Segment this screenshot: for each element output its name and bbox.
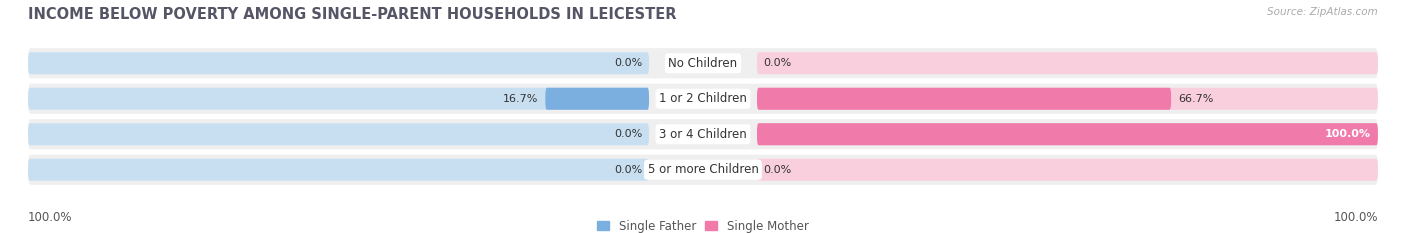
Text: 3 or 4 Children: 3 or 4 Children [659,128,747,141]
FancyBboxPatch shape [756,52,1378,74]
Text: 0.0%: 0.0% [763,58,792,68]
Legend: Single Father, Single Mother: Single Father, Single Mother [593,215,813,233]
FancyBboxPatch shape [28,52,650,74]
FancyBboxPatch shape [28,119,1378,149]
FancyBboxPatch shape [756,123,1378,145]
Text: 5 or more Children: 5 or more Children [648,163,758,176]
Text: 0.0%: 0.0% [614,129,643,139]
Text: 100.0%: 100.0% [1324,129,1371,139]
Text: 1 or 2 Children: 1 or 2 Children [659,92,747,105]
Text: 100.0%: 100.0% [28,211,73,224]
Text: 0.0%: 0.0% [614,58,643,68]
Text: 0.0%: 0.0% [763,165,792,175]
FancyBboxPatch shape [28,48,1378,78]
FancyBboxPatch shape [756,88,1171,110]
Text: Source: ZipAtlas.com: Source: ZipAtlas.com [1267,7,1378,17]
FancyBboxPatch shape [756,88,1378,110]
FancyBboxPatch shape [28,159,650,181]
FancyBboxPatch shape [28,123,650,145]
FancyBboxPatch shape [546,88,650,110]
Text: 0.0%: 0.0% [614,165,643,175]
FancyBboxPatch shape [28,84,1378,114]
Text: 66.7%: 66.7% [1178,94,1213,104]
Text: INCOME BELOW POVERTY AMONG SINGLE-PARENT HOUSEHOLDS IN LEICESTER: INCOME BELOW POVERTY AMONG SINGLE-PARENT… [28,7,676,22]
FancyBboxPatch shape [756,159,1378,181]
FancyBboxPatch shape [756,123,1378,145]
Text: 100.0%: 100.0% [1333,211,1378,224]
FancyBboxPatch shape [28,88,650,110]
Text: No Children: No Children [668,57,738,70]
FancyBboxPatch shape [28,155,1378,185]
Text: 16.7%: 16.7% [503,94,538,104]
